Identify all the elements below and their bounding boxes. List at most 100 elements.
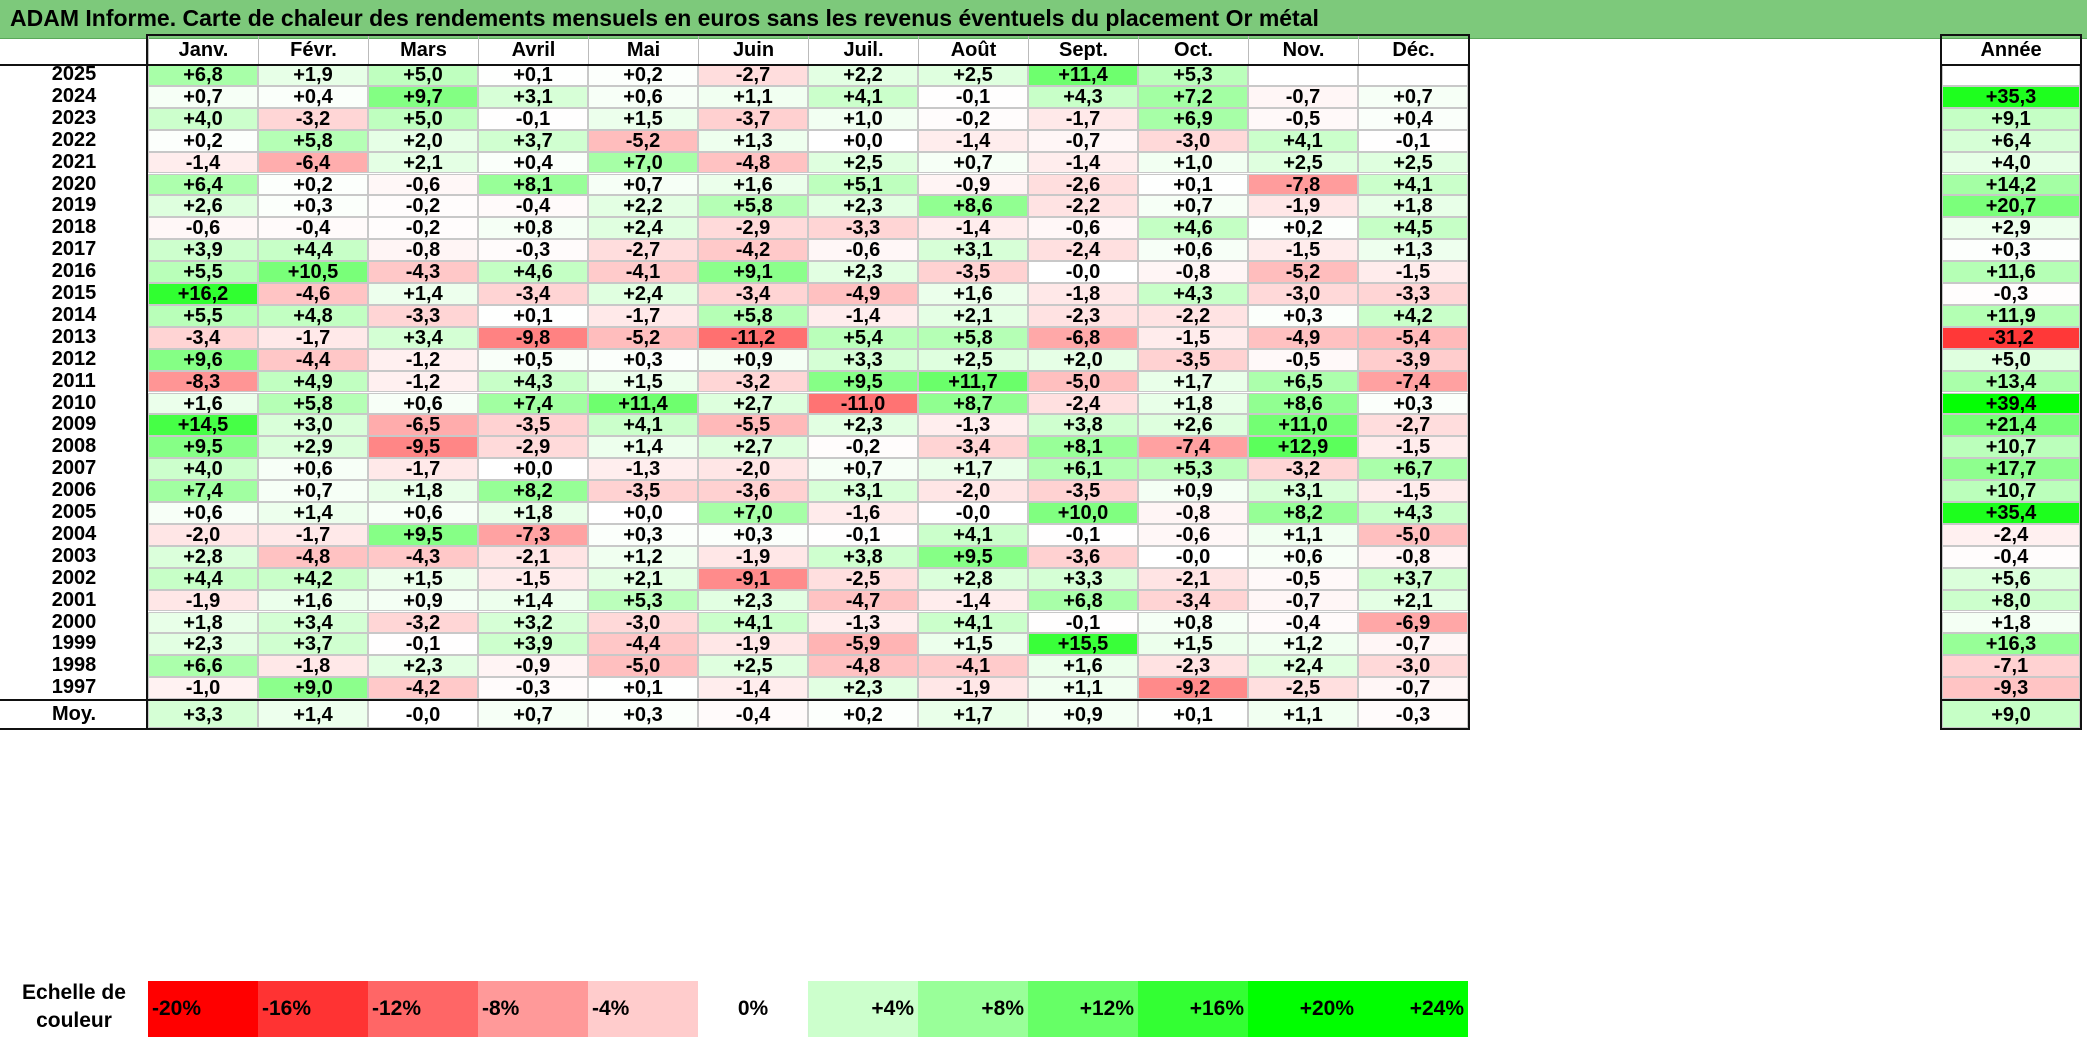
heatmap-cell: +2,5: [808, 151, 918, 174]
average-cell: +1,4: [258, 700, 368, 728]
heatmap-cell: -2,2: [1138, 304, 1248, 327]
heatmap-cell: +6,8: [1028, 589, 1138, 612]
heatmap-cell: +5,8: [258, 129, 368, 152]
heatmap-cell: -2,3: [1138, 655, 1248, 678]
heatmap-cell: +2,7: [698, 392, 808, 415]
year-label: 2018: [51, 217, 97, 239]
heatmap-cell: +0,5: [478, 348, 588, 371]
heatmap-cell: +5,5: [148, 304, 258, 327]
heatmap-cell: +0,0: [808, 129, 918, 152]
heatmap-cell: +1,1: [1248, 523, 1358, 546]
heatmap-cell: +1,8: [368, 480, 478, 502]
heatmap-cell: -5,2: [588, 129, 698, 152]
heatmap-cell: +2,4: [588, 283, 698, 305]
heatmap-cell: +7,0: [588, 151, 698, 174]
heatmap-cell: +2,1: [918, 304, 1028, 327]
heatmap-cell: +9,5: [148, 436, 258, 459]
color-scale-stop: -16%: [258, 981, 368, 1037]
heatmap-cell: +0,8: [1138, 611, 1248, 634]
month-header: Mars: [368, 36, 478, 64]
heatmap-cell: -11,2: [698, 326, 808, 349]
heatmap-cell: +2,3: [808, 677, 918, 700]
annual-cell: +8,0: [1942, 589, 2080, 612]
heatmap-cell: -0,8: [1358, 545, 1468, 568]
heatmap-cell: -1,3: [588, 458, 698, 481]
heatmap-cell: +1,8: [148, 611, 258, 634]
average-cell: -0,3: [1358, 700, 1468, 728]
year-label: 2004: [51, 523, 97, 545]
heatmap-cell: +0,2: [148, 129, 258, 152]
average-cell: +0,3: [588, 700, 698, 728]
heatmap-cell: +0,3: [258, 195, 368, 218]
heatmap-cell: +2,1: [588, 567, 698, 590]
year-label: 2022: [51, 129, 97, 151]
heatmap-cell: +1,0: [1138, 151, 1248, 174]
heatmap-cell: -1,5: [1358, 436, 1468, 459]
annual-cell: +13,4: [1942, 370, 2080, 393]
year-label: 2011: [52, 370, 96, 392]
heatmap-cell: -4,4: [258, 348, 368, 371]
heatmap-cell: -0,9: [478, 655, 588, 678]
heatmap-cell: -2,3: [1028, 304, 1138, 327]
heatmap-cell: +0,3: [588, 523, 698, 546]
heatmap-cell: +2,2: [588, 195, 698, 218]
heatmap-cell: +9,0: [258, 677, 368, 700]
heatmap-cell: +3,7: [478, 129, 588, 152]
heatmap-cell: -1,7: [258, 523, 368, 546]
heatmap-cell: -1,4: [918, 217, 1028, 240]
annual-cell: +11,9: [1942, 304, 2080, 327]
heatmap-cell: +2,6: [1138, 414, 1248, 437]
heatmap-cell: -7,4: [1358, 370, 1468, 393]
heatmap-cell: -1,7: [588, 304, 698, 327]
heatmap-cell: +7,0: [698, 502, 808, 524]
heatmap-cell: -0,5: [1248, 348, 1358, 371]
heatmap-cell: +9,6: [148, 348, 258, 371]
heatmap-cell: -5,9: [808, 633, 918, 656]
average-cell: +0,2: [808, 700, 918, 728]
heatmap-cell: -2,7: [588, 239, 698, 262]
heatmap-cell: +4,1: [808, 85, 918, 108]
month-header: Janv.: [148, 36, 258, 64]
heatmap-cell: -0,1: [1028, 523, 1138, 546]
heatmap-cell: +4,9: [258, 370, 368, 393]
heatmap-cell: +3,4: [258, 611, 368, 634]
heatmap-cell: -3,4: [698, 283, 808, 305]
heatmap-cell: -1,2: [368, 370, 478, 393]
heatmap-cell: -1,4: [1028, 151, 1138, 174]
heatmap-cell: -1,9: [148, 589, 258, 612]
heatmap-cell: +1,6: [918, 283, 1028, 305]
heatmap-cell: +6,9: [1138, 107, 1248, 130]
heatmap-cell: -4,8: [698, 151, 808, 174]
year-label: 2009: [51, 414, 97, 436]
average-label: Moy.: [51, 703, 97, 725]
chart-title: ADAM Informe. Carte de chaleur des rende…: [10, 5, 1319, 31]
heatmap-cell: -3,5: [1138, 348, 1248, 371]
heatmap-cell: -1,9: [698, 545, 808, 568]
heatmap-cell: -0,6: [368, 173, 478, 196]
heatmap-cell: +9,5: [808, 370, 918, 393]
heatmap-cell: +4,0: [148, 458, 258, 481]
heatmap-cell: -3,0: [1138, 129, 1248, 152]
annual-cell: +39,4: [1942, 392, 2080, 415]
heatmap-cell: +3,2: [478, 611, 588, 634]
heatmap-cell: -2,9: [698, 217, 808, 240]
heatmap-cell: [1358, 64, 1468, 86]
heatmap-cell: -6,8: [1028, 326, 1138, 349]
heatmap-cell: -1,5: [1138, 326, 1248, 349]
heatmap-cell: -0,4: [258, 217, 368, 240]
heatmap-cell: -1,4: [148, 151, 258, 174]
month-header: Nov.: [1248, 36, 1358, 64]
heatmap-cell: +5,8: [698, 195, 808, 218]
heatmap-cell: -2,1: [478, 545, 588, 568]
color-scale-stop: -20%: [148, 981, 258, 1037]
annual-cell: +5,0: [1942, 348, 2080, 371]
heatmap-cell: -1,0: [148, 677, 258, 700]
heatmap-cell: +1,2: [588, 545, 698, 568]
heatmap-cell: +2,8: [148, 545, 258, 568]
heatmap-cell: +6,5: [1248, 370, 1358, 393]
average-annual-cell: +9,0: [1942, 700, 2080, 728]
heatmap-cell: -0,0: [918, 502, 1028, 524]
heatmap-cell: +5,5: [148, 261, 258, 283]
month-header: Févr.: [258, 36, 368, 64]
heatmap-cell: -6,4: [258, 151, 368, 174]
